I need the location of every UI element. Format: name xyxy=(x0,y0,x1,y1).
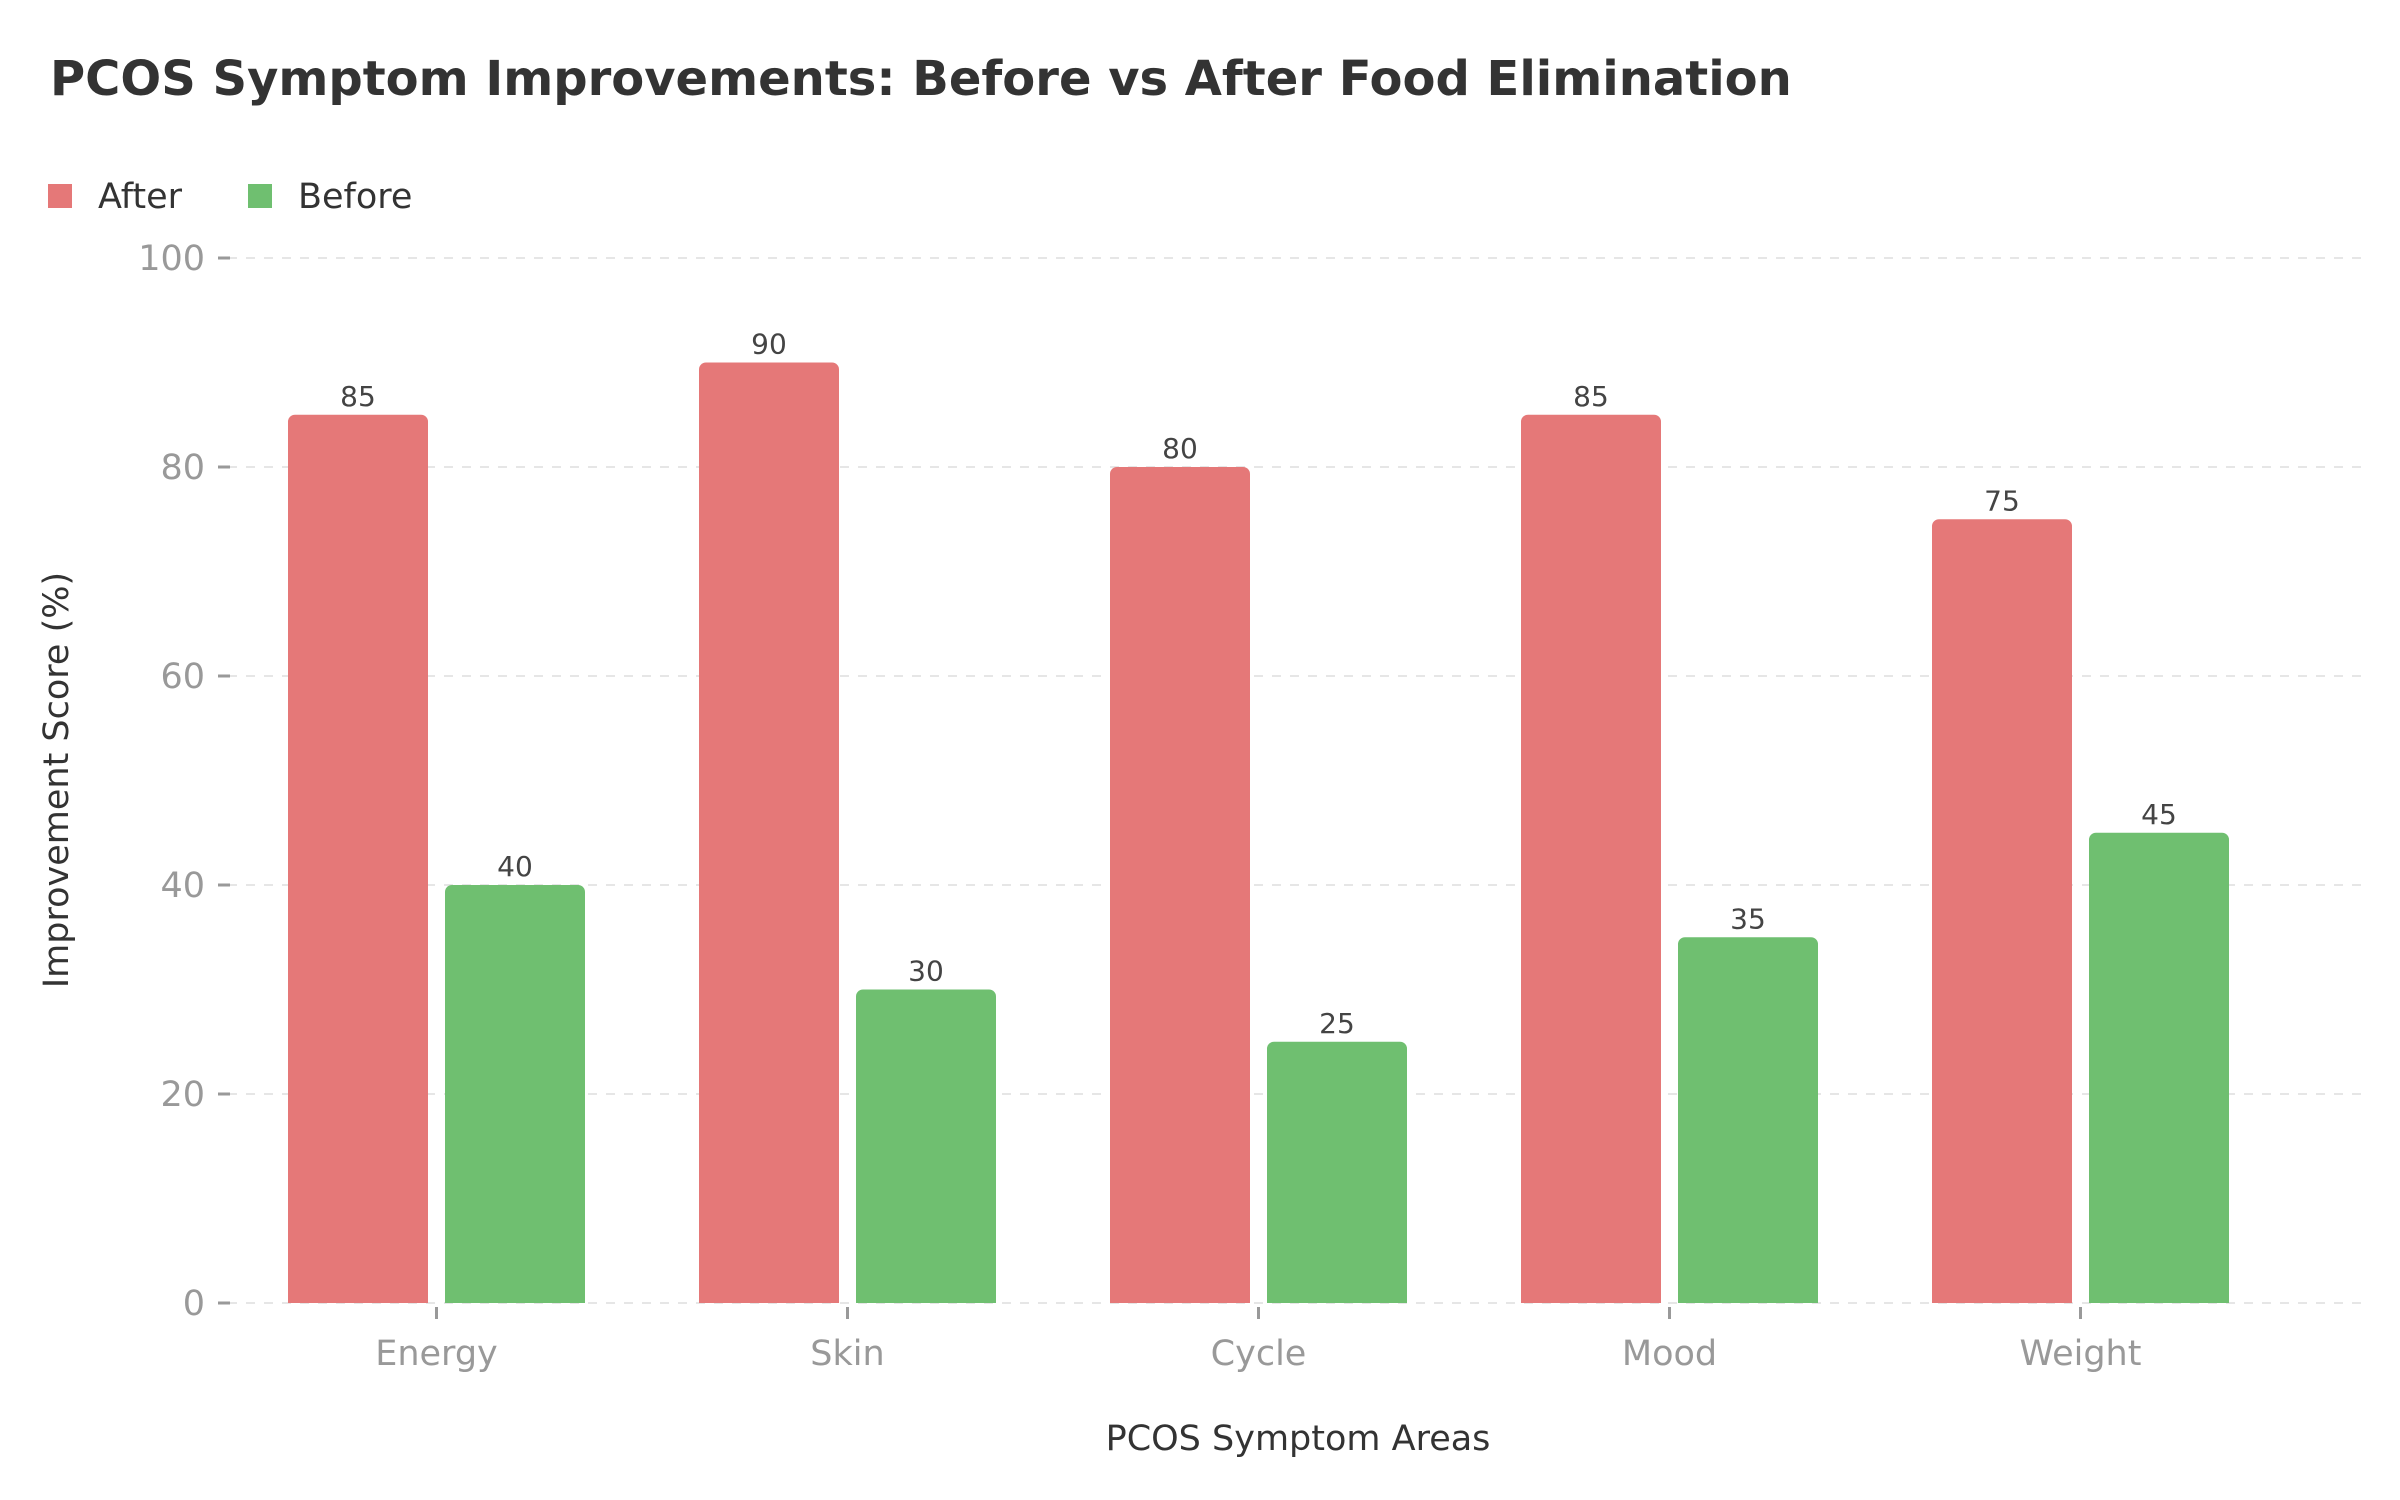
data-label: 40 xyxy=(497,850,533,883)
bar-before-energy xyxy=(445,885,585,1303)
data-label: 75 xyxy=(1984,484,2020,517)
y-axis-label: Improvement Score (%) xyxy=(37,572,77,988)
bar-before-mood xyxy=(1678,937,1818,1303)
bar-after-weight xyxy=(1932,519,2072,1303)
legend-swatch-before xyxy=(248,184,272,208)
legend: After Before xyxy=(48,177,412,217)
y-tick-label: 0 xyxy=(183,1284,205,1324)
data-label: 45 xyxy=(2141,798,2177,831)
data-labels: 85 40 90 30 80 25 85 35 75 45 xyxy=(340,328,2177,1040)
legend-swatch-after xyxy=(48,184,72,208)
y-tick-label: 100 xyxy=(138,239,205,279)
bar-base-before-mood xyxy=(1678,1296,1818,1303)
bar-before-cycle xyxy=(1267,1041,1407,1303)
data-label: 35 xyxy=(1730,902,1766,935)
bar-base-after-weight xyxy=(1932,1296,2072,1303)
x-tick-label: Weight xyxy=(2020,1334,2142,1374)
x-axis-label: PCOS Symptom Areas xyxy=(1106,1419,1491,1459)
bar-after-energy xyxy=(288,414,428,1303)
x-tick-label: Mood xyxy=(1622,1334,1717,1374)
chart-title: PCOS Symptom Improvements: Before vs Aft… xyxy=(50,51,1792,107)
x-tick-label: Cycle xyxy=(1211,1334,1307,1374)
bar-before-weight xyxy=(2089,832,2229,1303)
legend-label-before: Before xyxy=(298,177,412,217)
y-tick-label: 60 xyxy=(160,657,205,697)
y-tick-label: 40 xyxy=(160,866,205,906)
bar-base-after-energy xyxy=(288,1296,428,1303)
y-tick-label: 20 xyxy=(160,1075,205,1115)
bar-base-before-cycle xyxy=(1267,1296,1407,1303)
data-label: 85 xyxy=(340,380,376,413)
data-label: 85 xyxy=(1573,380,1609,413)
bar-base-before-skin xyxy=(856,1296,996,1303)
data-label: 25 xyxy=(1319,1007,1355,1040)
bar-base-before-weight xyxy=(2089,1296,2229,1303)
bar-after-mood xyxy=(1521,414,1661,1303)
data-label: 80 xyxy=(1162,432,1198,465)
bar-after-cycle xyxy=(1110,467,1250,1303)
y-tick-label: 80 xyxy=(160,448,205,488)
x-axis: Energy Skin Cycle Mood Weight xyxy=(375,1307,2141,1374)
bar-base-after-skin xyxy=(699,1296,839,1303)
y-axis: 0 20 40 60 80 100 xyxy=(138,239,230,1324)
bar-after-skin xyxy=(699,362,839,1303)
bar-base-after-cycle xyxy=(1110,1296,1250,1303)
bar-before-skin xyxy=(856,989,996,1303)
x-tick-label: Skin xyxy=(810,1334,884,1374)
bar-base-before-energy xyxy=(445,1296,585,1303)
legend-label-after: After xyxy=(98,177,183,217)
data-label: 90 xyxy=(751,328,787,361)
data-label: 30 xyxy=(908,955,944,988)
x-tick-label: Energy xyxy=(375,1334,498,1374)
bar-base-after-mood xyxy=(1521,1296,1661,1303)
bars xyxy=(288,362,2229,1303)
